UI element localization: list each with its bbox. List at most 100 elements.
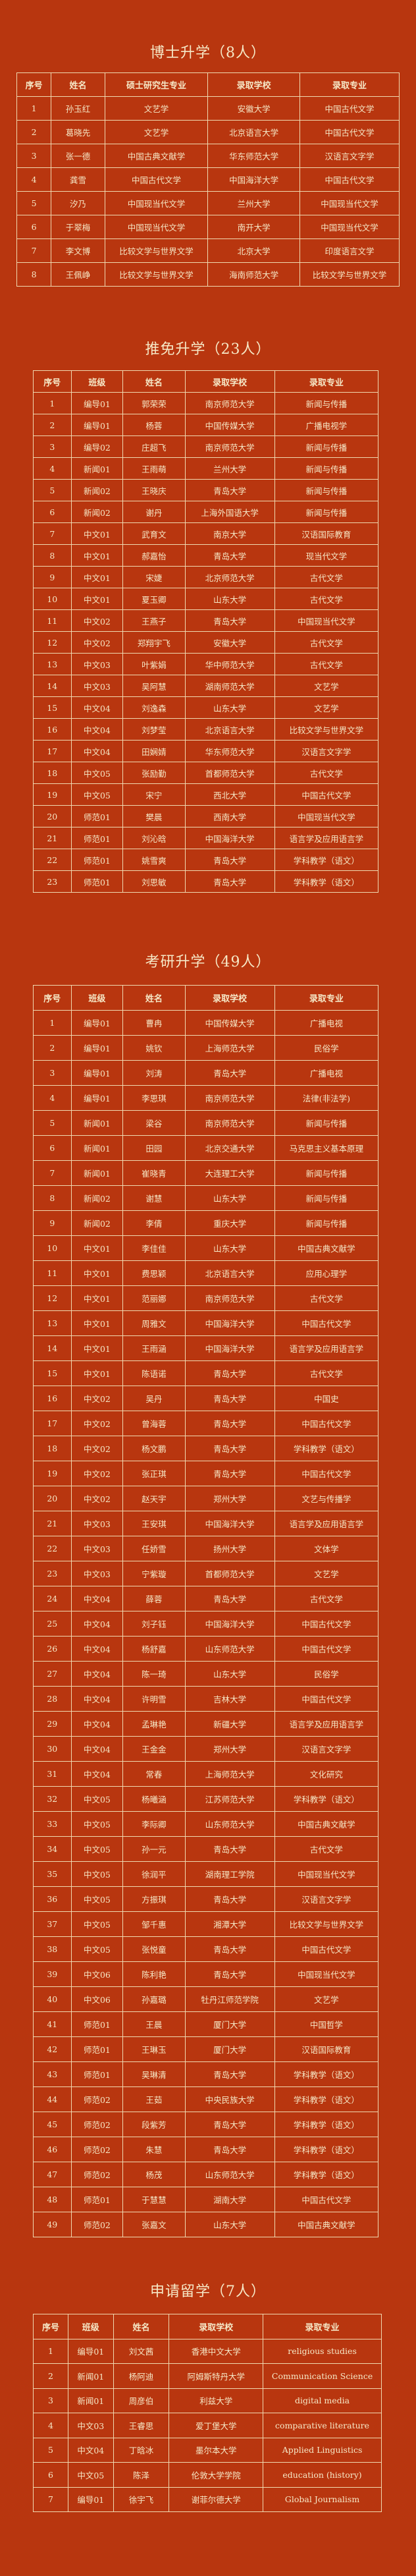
cell: 8 bbox=[33, 1185, 72, 1211]
row: 32 中文05 杨曦涵 江苏师范大学 学科教学（语文） bbox=[33, 1786, 379, 1812]
cell: 语言学及应用语言学 bbox=[274, 1511, 379, 1536]
row: 7 李文博 比较文学与世界文学 北京大学 印度语言文学 bbox=[16, 238, 400, 263]
row: 3 新闻01 周彦伯 利兹大学 digital media bbox=[33, 2388, 382, 2413]
cell: 宋婕 bbox=[122, 566, 186, 588]
table: 序号 班级 姓名 录取学校 录取专业 1 编导01 刘文茜 香港中文大学 religious st… bbox=[33, 2314, 382, 2512]
row: 48 师范01 于慧慧 湖南大学 中国古代文学 bbox=[33, 2187, 379, 2212]
row: 10 中文01 夏玉卿 山东大学 古代文学 bbox=[33, 588, 379, 610]
section: 推免升学（23人） 序号 班级 姓名 录取学校 录取专业 1 编导01 郭荣荣 南京师范大学 新闻与… bbox=[0, 337, 416, 893]
cell: 薛蓉 bbox=[122, 1586, 186, 1611]
cell: 田娴婧 bbox=[122, 740, 186, 762]
row: 27 中文04 陈一琦 山东大学 民俗学 bbox=[33, 1661, 379, 1687]
row: 23 师范01 刘思敏 青岛大学 学科教学（语文） bbox=[33, 870, 379, 893]
cell: 2 bbox=[16, 120, 52, 144]
cell: 王燕子 bbox=[122, 609, 186, 632]
cell: 师范01 bbox=[70, 2061, 124, 2087]
cell: 中文01 bbox=[70, 1310, 124, 1336]
header-cell: 录取专业 bbox=[299, 72, 400, 97]
cell: 青岛大学 bbox=[184, 1836, 275, 1862]
cell: 墨尔本大学 bbox=[169, 2437, 264, 2463]
cell: 孙嘉璐 bbox=[122, 1986, 186, 2012]
cell: 曹冉 bbox=[122, 1010, 186, 1036]
cell: 山东大学 bbox=[184, 588, 275, 610]
cell: 26 bbox=[33, 1636, 72, 1662]
cell: 新闻02 bbox=[70, 501, 124, 523]
cell: 中文05 bbox=[70, 1911, 124, 1937]
header-cell: 序号 bbox=[16, 72, 52, 97]
cell: 龚雪 bbox=[51, 167, 105, 192]
row: 9 新闻02 李倩 重庆大学 新闻与传播 bbox=[33, 1210, 379, 1236]
cell: 南京师范大学 bbox=[184, 435, 275, 458]
cell: 许明雪 bbox=[122, 1686, 186, 1712]
header-cell: 录取学校 bbox=[207, 72, 300, 97]
cell: 中文03 bbox=[70, 1536, 124, 1561]
header-cell: 序号 bbox=[33, 2314, 68, 2339]
cell: 11 bbox=[33, 1260, 72, 1286]
cell: 语言学及应用语言学 bbox=[274, 1335, 379, 1361]
cell: 12 bbox=[33, 1285, 72, 1311]
cell: 中文03 bbox=[70, 1561, 124, 1586]
cell: 谢慧 bbox=[122, 1185, 186, 1211]
cell: 谢菲尔德大学 bbox=[169, 2486, 264, 2512]
cell: 中国海洋大学 bbox=[184, 827, 275, 849]
cell: 新闻01 bbox=[70, 457, 124, 480]
cell: 周彦伯 bbox=[113, 2388, 170, 2413]
cell: 新闻与传播 bbox=[274, 457, 379, 480]
row: 4 龚雪 中国古代文学 中国海洋大学 中国古代文学 bbox=[16, 167, 400, 192]
cell: 中国古典文献学 bbox=[274, 2212, 379, 2237]
cell: 周雅文 bbox=[122, 1310, 186, 1336]
row: 40 中文06 孙嘉璐 牡丹江师范学院 文艺学 bbox=[33, 1986, 379, 2012]
cell: 青岛大学 bbox=[184, 1386, 275, 1411]
cell: 曾海蓉 bbox=[122, 1411, 186, 1436]
row: 2 编导01 杨蓉 中国传媒大学 广播电视学 bbox=[33, 414, 379, 436]
cell: 王睿思 bbox=[113, 2413, 170, 2438]
cell: 1 bbox=[16, 96, 52, 121]
cell: 广播电视 bbox=[274, 1010, 379, 1036]
cell: 中文01 bbox=[70, 1360, 124, 1386]
cell: 赵天宇 bbox=[122, 1486, 186, 1511]
cell: 青岛大学 bbox=[184, 609, 275, 632]
cell: 王金金 bbox=[122, 1736, 186, 1762]
cell: 青岛大学 bbox=[184, 479, 275, 501]
cell: 中文02 bbox=[70, 1486, 124, 1511]
cell: 新闻01 bbox=[70, 1160, 124, 1186]
header-cell: 班级 bbox=[70, 985, 124, 1011]
cell: 中文05 bbox=[70, 1811, 124, 1837]
cell: 于翠梅 bbox=[51, 215, 105, 239]
cell: 陈语诺 bbox=[122, 1360, 186, 1386]
cell: 文艺学 bbox=[274, 1561, 379, 1586]
row: 3 编导02 庄超飞 南京师范大学 新闻与传播 bbox=[33, 435, 379, 458]
row: 8 新闻02 谢慧 山东大学 新闻与传播 bbox=[33, 1185, 379, 1211]
cell: 比较文学与世界文学 bbox=[274, 1911, 379, 1937]
cell: 新疆大学 bbox=[184, 1711, 275, 1737]
cell: 师范02 bbox=[70, 2212, 124, 2237]
cell: 1 bbox=[33, 2338, 68, 2364]
cell: 汉语言文字学 bbox=[274, 740, 379, 762]
cell: 青岛大学 bbox=[184, 870, 275, 893]
cell: 上海外国语大学 bbox=[184, 501, 275, 523]
cell: 24 bbox=[33, 1586, 72, 1611]
cell: 新闻02 bbox=[70, 479, 124, 501]
cell: 古代文学 bbox=[274, 1360, 379, 1386]
cell: 南京师范大学 bbox=[184, 392, 275, 414]
cell: 新闻与传播 bbox=[274, 435, 379, 458]
row: 5 新闻02 王晓庆 青岛大学 新闻与传播 bbox=[33, 479, 379, 501]
row: 5 中文04 丁晗冰 墨尔本大学 Applied Linguistics bbox=[33, 2437, 382, 2463]
cell: 新闻02 bbox=[70, 1210, 124, 1236]
cell: 文化研究 bbox=[274, 1761, 379, 1787]
row: 2 编导01 姚钦 上海师范大学 民俗学 bbox=[33, 1035, 379, 1061]
row: 11 中文01 费思颖 北京语言大学 应用心理学 bbox=[33, 1260, 379, 1286]
cell: 庄超飞 bbox=[122, 435, 186, 458]
cell: comparative literature bbox=[263, 2413, 382, 2438]
cell: 王晓庆 bbox=[122, 479, 186, 501]
row: 13 中文01 周雅文 中国海洋大学 中国古代文学 bbox=[33, 1310, 379, 1336]
row: 37 中文05 邹千惠 湘潭大学 比较文学与世界文学 bbox=[33, 1911, 379, 1937]
cell: 厦门大学 bbox=[184, 2011, 275, 2037]
header-cell: 录取学校 bbox=[184, 985, 275, 1011]
cell: Global Journalism bbox=[263, 2486, 382, 2512]
cell: 中文06 bbox=[70, 1961, 124, 1987]
cell: 学科教学（语文） bbox=[274, 1786, 379, 1812]
cell: 21 bbox=[33, 827, 72, 849]
cell: 孙一元 bbox=[122, 1836, 186, 1862]
cell: 山东大学 bbox=[184, 1185, 275, 1211]
